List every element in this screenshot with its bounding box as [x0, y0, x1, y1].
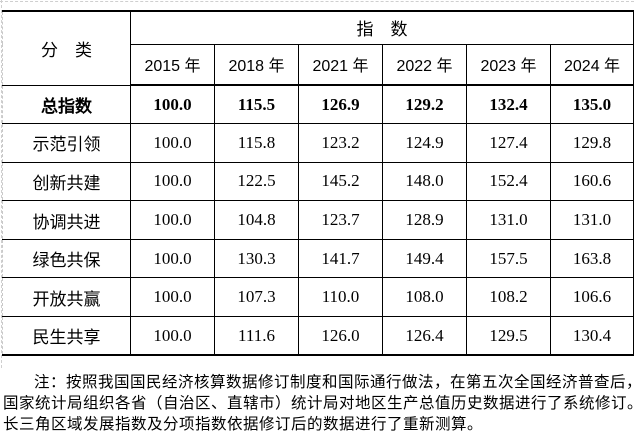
value-cell: 123.2 [298, 123, 383, 163]
year-header-2021: 2021 年 [298, 43, 383, 86]
value-cell: 128.9 [382, 200, 467, 240]
value-cell: 124.9 [382, 123, 467, 163]
value-cell: 106.6 [549, 277, 634, 318]
value-cell: 131.0 [466, 200, 551, 240]
index-header-cell: 指 数 [129, 10, 634, 45]
value-cell: 163.8 [549, 238, 634, 279]
note-line: 注：按照我国国民经济核算数据修订制度和国际通行做法，在第五次全国经济普查后， [34, 374, 634, 391]
value-cell: 129.2 [382, 84, 467, 125]
value-cell: 123.7 [298, 200, 383, 240]
year-header-2018: 2018 年 [214, 43, 299, 86]
note-line: 国家统计局组织各省（自治区、直辖市）统计局对地区生产总值历史数据进行了系统修订。 [3, 395, 634, 412]
row-label-cell: 创新共建 [2, 161, 131, 202]
value-cell: 100.0 [130, 316, 215, 356]
index-data-table: 分 类 指 数 2015 年 2018 年 2021 年 2022 年 2023… [2, 10, 634, 357]
value-cell: 160.6 [549, 161, 634, 202]
value-cell: 152.4 [466, 161, 551, 202]
value-cell: 100.0 [130, 238, 215, 279]
dashed-gridline-left [1, 0, 2, 368]
value-cell: 100.0 [130, 200, 215, 240]
table-row-total-index: 总指数 100.0 115.5 126.9 129.2 132.4 135.0 [2, 84, 634, 125]
value-cell: 126.0 [298, 316, 383, 356]
note-paragraph: 注：按照我国国民经济核算数据修订制度和国际通行做法，在第五次全国经济普查后， 国… [3, 372, 634, 431]
year-header-2015: 2015 年 [130, 43, 215, 86]
row-label-cell: 民生共享 [2, 316, 131, 356]
table-row-openness: 开放共赢 100.0 107.3 110.0 108.0 108.2 106.6 [2, 277, 634, 318]
value-cell: 130.4 [549, 316, 634, 356]
value-cell: 100.0 [130, 123, 215, 163]
value-cell: 145.2 [298, 161, 383, 202]
table-row-green: 绿色共保 100.0 130.3 141.7 149.4 157.5 163.8 [2, 238, 634, 279]
value-cell: 130.3 [214, 238, 299, 279]
table-row-demonstration: 示范引领 100.0 115.8 123.2 124.9 127.4 129.8 [2, 123, 634, 163]
value-cell: 129.8 [549, 123, 634, 163]
value-cell: 126.4 [382, 316, 467, 356]
value-cell: 100.0 [130, 277, 215, 318]
value-cell: 141.7 [298, 238, 383, 279]
value-cell: 122.5 [214, 161, 299, 202]
row-label-cell: 绿色共保 [2, 238, 131, 279]
value-cell: 100.0 [130, 84, 215, 125]
value-cell: 129.5 [466, 316, 551, 356]
row-label-cell: 开放共赢 [2, 277, 131, 318]
row-label-cell: 协调共进 [2, 200, 131, 240]
dashed-gridline-top [0, 1, 634, 2]
year-header-2023: 2023 年 [466, 43, 551, 86]
category-header-cell: 分 类 [2, 10, 131, 86]
value-cell: 111.6 [214, 316, 299, 356]
value-cell: 149.4 [382, 238, 467, 279]
table-row-livelihood: 民生共享 100.0 111.6 126.0 126.4 129.5 130.4 [2, 316, 634, 356]
note-line: 长三角区域发展指数及分项指数依据修订后的数据进行了重新测算。 [3, 416, 484, 431]
row-label-cell: 示范引领 [2, 123, 131, 163]
value-cell: 132.4 [466, 84, 551, 125]
table-row-coordination: 协调共进 100.0 104.8 123.7 128.9 131.0 131.0 [2, 200, 634, 240]
value-cell: 131.0 [549, 200, 634, 240]
table-row-innovation: 创新共建 100.0 122.5 145.2 148.0 152.4 160.6 [2, 161, 634, 202]
value-cell: 115.5 [214, 84, 299, 125]
year-header-2024: 2024 年 [549, 43, 634, 86]
value-cell: 127.4 [466, 123, 551, 163]
value-cell: 100.0 [130, 161, 215, 202]
value-cell: 108.0 [382, 277, 467, 318]
value-cell: 107.3 [214, 277, 299, 318]
header-row-index: 分 类 指 数 [2, 10, 634, 86]
row-label-cell: 总指数 [2, 84, 131, 125]
year-header-2022: 2022 年 [382, 43, 467, 86]
value-cell: 108.2 [466, 277, 551, 318]
value-cell: 115.8 [214, 123, 299, 163]
value-cell: 126.9 [298, 84, 383, 125]
value-cell: 135.0 [549, 84, 634, 125]
header-row-years: 2015 年 2018 年 2021 年 2022 年 2023 年 2024 … [3, 43, 634, 86]
value-cell: 110.0 [298, 277, 383, 318]
value-cell: 157.5 [466, 238, 551, 279]
value-cell: 104.8 [214, 200, 299, 240]
value-cell: 148.0 [382, 161, 467, 202]
